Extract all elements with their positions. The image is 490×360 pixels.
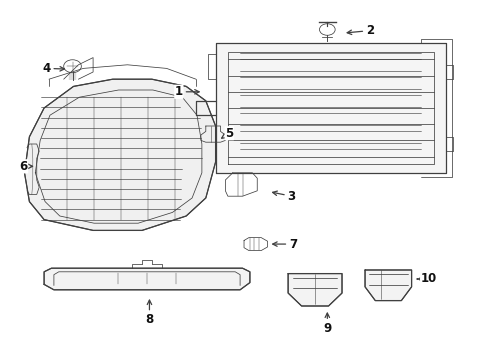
Text: 8: 8: [146, 300, 153, 326]
Text: 6: 6: [20, 160, 32, 173]
Polygon shape: [44, 268, 250, 290]
Text: 7: 7: [273, 238, 297, 251]
Polygon shape: [365, 270, 412, 301]
Polygon shape: [216, 43, 446, 173]
Polygon shape: [288, 274, 342, 306]
Text: 9: 9: [323, 313, 331, 335]
Text: 5: 5: [221, 127, 233, 140]
Text: 1: 1: [175, 85, 199, 98]
Text: 4: 4: [43, 62, 64, 75]
Text: 3: 3: [272, 190, 295, 203]
Polygon shape: [24, 79, 216, 230]
Text: 2: 2: [347, 24, 374, 37]
Text: 10: 10: [417, 273, 437, 285]
